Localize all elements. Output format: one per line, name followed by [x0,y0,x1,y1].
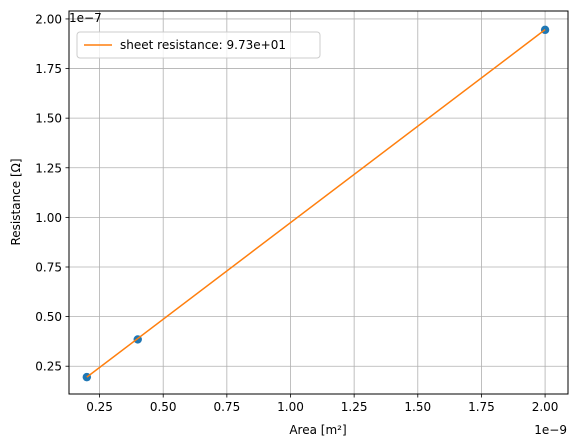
fit-line [86,29,546,378]
x-tick-label: 1.50 [404,400,431,414]
y-tick-label: 0.75 [35,260,62,274]
y-axis: 0.25 0.50 0.75 1.00 1.25 1.50 1.75 2.00 [35,12,69,374]
x-tick-label: 1.00 [277,400,304,414]
y-tick-label: 1.75 [35,62,62,76]
grid [69,11,568,394]
x-tick-label: 1.75 [468,400,495,414]
legend-box [76,31,321,59]
y-tick-label: 1.00 [35,211,62,225]
x-offset-label: 1e−9 [534,423,567,437]
y-axis-label: Resistance [Ω] [9,158,23,245]
y-tick-label: 1.50 [35,112,62,126]
y-tick-label: 1.25 [35,161,62,175]
y-offset-label: 1e−7 [69,11,102,25]
y-tick-label: 2.00 [35,12,62,26]
x-tick-label: 1.25 [341,400,368,414]
x-tick-label: 2.00 [532,400,559,414]
legend: sheet resistance: 9.73e+01 [76,31,321,59]
x-tick-label: 0.25 [86,400,113,414]
y-tick-label: 0.50 [35,310,62,324]
legend-label: sheet resistance: 9.73e+01 [120,38,286,52]
x-tick-label: 0.50 [150,400,177,414]
plot-frame [68,10,569,395]
x-axis: 0.25 0.50 0.75 1.00 1.25 1.50 1.75 2.00 [86,394,558,414]
y-tick-label: 0.25 [35,360,62,374]
x-tick-label: 0.75 [213,400,240,414]
series-layer [82,25,550,382]
x-axis-label: Area [m²] [289,423,346,437]
